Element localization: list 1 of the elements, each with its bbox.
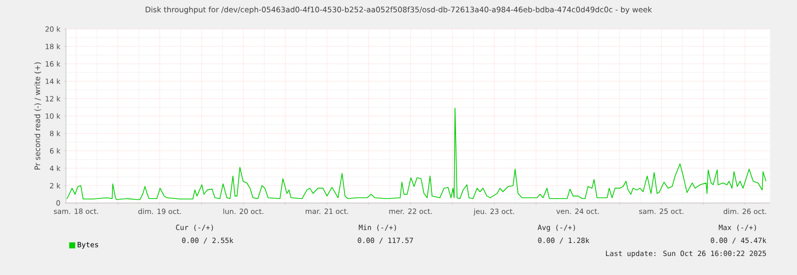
line-series bbox=[66, 108, 766, 200]
